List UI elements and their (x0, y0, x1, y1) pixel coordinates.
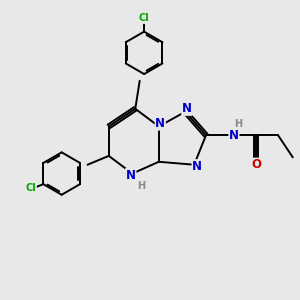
Text: N: N (182, 102, 192, 115)
Text: N: N (192, 160, 202, 173)
Text: N: N (229, 129, 239, 142)
Text: H: H (234, 119, 242, 129)
Text: O: O (251, 158, 261, 171)
Text: N: N (155, 117, 165, 130)
Text: Cl: Cl (26, 183, 36, 193)
Text: Cl: Cl (139, 14, 149, 23)
Text: H: H (137, 181, 145, 191)
Text: N: N (126, 169, 136, 182)
